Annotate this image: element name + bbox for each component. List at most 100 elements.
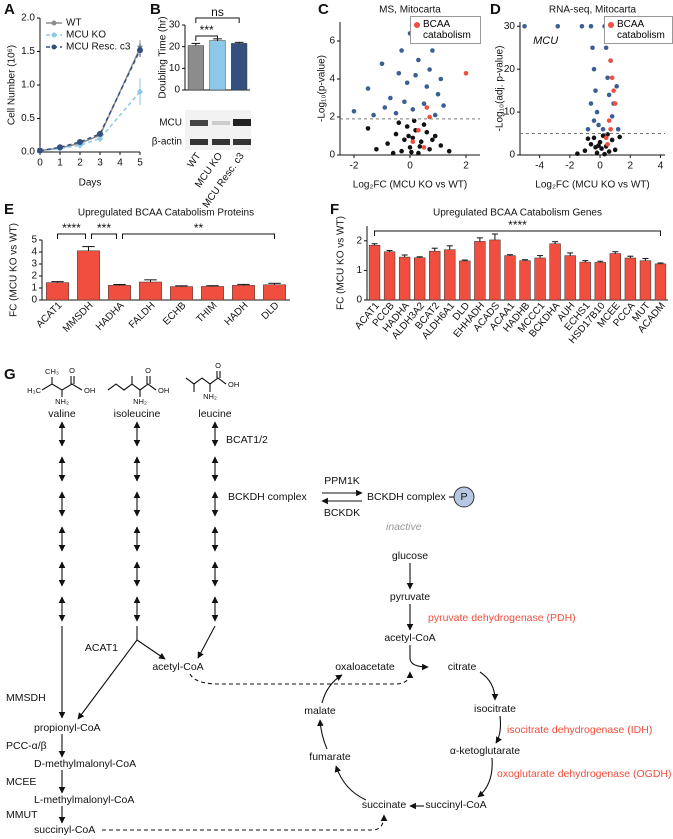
y-tick-label: 3 (31, 259, 37, 270)
point (605, 141, 610, 147)
point (603, 135, 609, 141)
point (435, 91, 441, 97)
point (608, 126, 613, 132)
enzyme: BCKDK (324, 507, 360, 519)
arrow (197, 625, 216, 659)
y-tick-label: 5 (31, 235, 37, 246)
point (608, 58, 613, 63)
bar (564, 255, 576, 301)
x-tick-label: -2 (565, 161, 574, 172)
x-tick-label: 0 (37, 158, 43, 169)
bar (77, 250, 100, 301)
x-axis-label: Log₂FC (MCU KO vs WT) (353, 180, 467, 191)
atom-label: CH₃ (45, 367, 59, 376)
significance-bracket (122, 233, 275, 239)
point (591, 66, 597, 72)
metabolite: citrate (448, 661, 477, 673)
x-tick-label: -2 (350, 161, 359, 172)
significance-bracket (195, 17, 240, 23)
bar (549, 243, 561, 301)
arrow (477, 757, 493, 798)
x-tick-label: THIM (194, 300, 219, 325)
legend-marker (414, 22, 420, 28)
blot-band (212, 139, 230, 145)
significance-bracket (57, 233, 86, 239)
point (522, 23, 527, 29)
legend-marker (51, 32, 57, 38)
point (602, 151, 607, 157)
bar (383, 251, 396, 301)
x-axis-label: Log₂FC (MCU KO vs WT) (535, 180, 649, 191)
legend-marker (51, 20, 57, 26)
metabolite: valine (48, 408, 76, 420)
legend-marker (608, 22, 614, 28)
chart: Upregulated BCAA Catabolism Proteins FC (… (9, 208, 290, 335)
point (407, 145, 413, 150)
x-tick-label: 0 (597, 161, 603, 172)
y-tick-label: 1.0 (21, 80, 35, 91)
y-tick-label: 2 (356, 235, 362, 246)
bond (41, 383, 83, 391)
chart: RNA-seq, Mitocarta -Log₁₀(adj. p-value) Lo… (495, 5, 665, 191)
x-tick-label: 2 (77, 158, 83, 169)
point (596, 122, 601, 128)
bar (108, 285, 131, 301)
panel-label: B (150, 1, 161, 18)
y-tick-label: 0 (329, 150, 335, 161)
point (417, 144, 423, 149)
degradation-steps (58, 421, 219, 622)
western-blot: MCU β-actin (152, 110, 251, 150)
chart: Upregulated BCAA Catabolism Genes FC (MCU… (336, 208, 668, 346)
y-tick-label: 0.5 (21, 113, 35, 124)
y-tick-label: 1.5 (21, 46, 35, 57)
significance-label: ns (211, 5, 224, 19)
metabolite: fumarate (309, 751, 351, 763)
bar (609, 253, 621, 301)
metabolite: isoleucine (114, 408, 161, 420)
atom-label: O (69, 366, 75, 375)
phosphate (453, 486, 475, 508)
point (385, 141, 390, 146)
point (609, 75, 615, 81)
bar (231, 43, 248, 91)
point (379, 61, 385, 67)
line (39, 91, 141, 152)
atom-label: NH₂ (133, 397, 147, 406)
enzyme: MCEE (6, 776, 36, 788)
dashed-arrow (102, 814, 388, 831)
point (418, 139, 424, 144)
atom-label: O (215, 361, 221, 370)
enzyme: isocitrate dehydrogenase (IDH) (507, 724, 652, 736)
point (430, 137, 435, 143)
atom-label: O (145, 366, 151, 375)
enzyme: PPM1K (324, 475, 360, 487)
panel-label: A (4, 1, 15, 18)
panel-label: C (318, 1, 329, 18)
bar (46, 282, 69, 301)
x-tick-label: 5 (137, 158, 143, 169)
metabolite: acetyl-CoA (384, 632, 435, 644)
significance-label: **** (62, 221, 81, 235)
blot-band (190, 120, 208, 126)
bar (474, 241, 486, 301)
bar (504, 255, 516, 301)
marker (97, 135, 103, 143)
point (410, 135, 416, 141)
point (463, 71, 469, 76)
point (438, 143, 444, 148)
blot-band (233, 119, 251, 126)
point (446, 148, 452, 154)
legend: BCAA catabolism (604, 16, 673, 44)
bond (107, 383, 157, 391)
point (365, 126, 371, 131)
atom-label: OH (84, 386, 95, 395)
bar (170, 286, 193, 301)
y-tick-label: 4 (329, 74, 335, 85)
chart-title: RNA-seq, Mitocarta (549, 5, 637, 16)
legend-label: WT (66, 18, 82, 29)
chart-title: Upregulated BCAA Catabolism Proteins (78, 208, 254, 219)
metabolite: glucose (392, 550, 428, 562)
significance-label: **** (508, 218, 527, 232)
x-tick-label: 4 (117, 158, 123, 169)
